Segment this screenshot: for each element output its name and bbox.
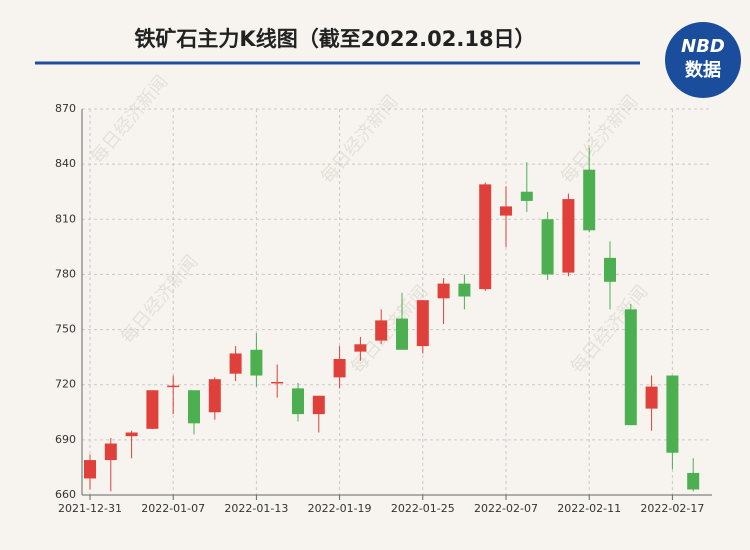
- candle-body: [229, 353, 242, 374]
- chart-title: 铁矿石主力K线图（截至2022.02.18日）: [134, 27, 535, 51]
- candle-body: [479, 184, 492, 290]
- logo-top: NBD: [681, 36, 725, 57]
- y-tick-label: 750: [55, 323, 76, 336]
- x-tick-label: 2022-02-07: [474, 502, 538, 515]
- x-tick-label: 2021-12-31: [58, 502, 122, 515]
- candle-body: [520, 191, 533, 201]
- y-tick-label: 870: [55, 102, 76, 115]
- candle-body: [271, 381, 284, 384]
- candle-body: [458, 283, 471, 297]
- y-tick-label: 660: [55, 488, 76, 501]
- candle-body: [104, 443, 117, 461]
- candle-body: [312, 395, 325, 415]
- logo: [665, 22, 741, 98]
- candle-body: [333, 358, 346, 378]
- candle-body: [562, 199, 575, 273]
- x-tick-label: 2022-01-25: [391, 502, 455, 515]
- candle-body: [375, 320, 388, 341]
- y-tick-label: 690: [55, 433, 76, 446]
- candle-body: [125, 432, 138, 437]
- y-tick-label: 780: [55, 267, 76, 280]
- candle-body: [666, 375, 679, 453]
- candle-body: [624, 309, 637, 426]
- candle-body: [687, 472, 700, 490]
- x-tick-label: 2022-02-11: [557, 502, 621, 515]
- candle-body: [354, 344, 367, 352]
- candle-body: [84, 460, 96, 479]
- logo-bottom: 数据: [685, 59, 721, 81]
- y-tick-label: 720: [55, 378, 76, 391]
- candle-body: [416, 300, 429, 347]
- y-tick-label: 840: [55, 157, 76, 170]
- candle-body: [208, 379, 221, 413]
- candle-body: [604, 257, 616, 282]
- candle-body: [583, 169, 596, 231]
- x-tick-label: 2022-01-13: [224, 502, 288, 515]
- candle-body: [292, 388, 304, 415]
- candle-body: [167, 385, 180, 388]
- candle-body: [500, 206, 512, 216]
- candle-body: [396, 318, 408, 350]
- candle-body: [541, 219, 554, 275]
- x-tick-label: 2022-02-17: [640, 502, 704, 515]
- candle-body: [146, 390, 159, 429]
- candle-body: [645, 386, 658, 409]
- x-tick-label: 2022-01-19: [308, 502, 372, 515]
- y-tick-label: 810: [55, 212, 76, 225]
- candle-body: [188, 390, 200, 424]
- candle-body: [437, 283, 450, 299]
- candle-body: [250, 349, 263, 376]
- x-tick-label: 2022-01-07: [141, 502, 205, 515]
